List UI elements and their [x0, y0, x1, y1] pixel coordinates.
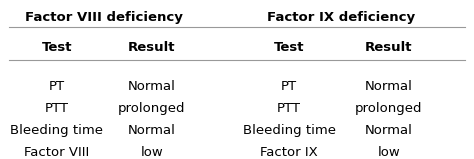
Text: Normal: Normal: [128, 80, 176, 93]
Text: PTT: PTT: [45, 102, 69, 115]
Text: Bleeding time: Bleeding time: [243, 124, 336, 137]
Text: prolonged: prolonged: [118, 102, 185, 115]
Text: Result: Result: [365, 41, 412, 54]
Text: Factor IX deficiency: Factor IX deficiency: [267, 11, 415, 24]
Text: Normal: Normal: [365, 80, 413, 93]
Text: low: low: [140, 146, 163, 159]
Text: Result: Result: [128, 41, 175, 54]
Text: Bleeding time: Bleeding time: [10, 124, 103, 137]
Text: Test: Test: [274, 41, 304, 54]
Text: Factor IX: Factor IX: [260, 146, 318, 159]
Text: Factor VIII: Factor VIII: [24, 146, 90, 159]
Text: Normal: Normal: [365, 124, 413, 137]
Text: PT: PT: [281, 80, 297, 93]
Text: Test: Test: [42, 41, 72, 54]
Text: PT: PT: [49, 80, 65, 93]
Text: low: low: [377, 146, 400, 159]
Text: prolonged: prolonged: [355, 102, 422, 115]
Text: Normal: Normal: [128, 124, 176, 137]
Text: PTT: PTT: [277, 102, 301, 115]
Text: Factor VIII deficiency: Factor VIII deficiency: [25, 11, 183, 24]
